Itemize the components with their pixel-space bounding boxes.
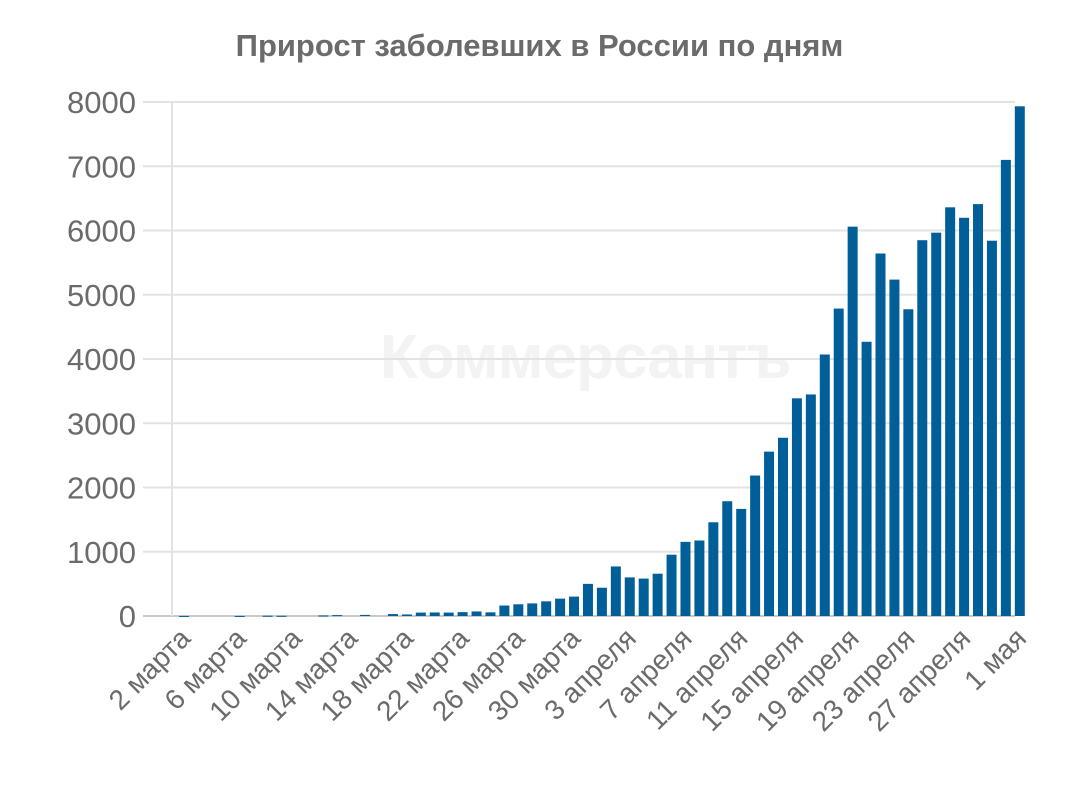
bar: 8 марта: 4 [262, 615, 273, 617]
bar: 28 апреля: 6411 [973, 204, 984, 616]
bar: 29 апреля: 5841 [986, 240, 997, 616]
watermark-logo: Коммерсантъ [380, 323, 792, 392]
bar: 27 марта: 196 [527, 603, 538, 616]
bar: 26 апреля: 6361 [945, 207, 956, 616]
bar: 30 апреля: 7099 [1000, 159, 1011, 616]
bar: 24 апреля: 5849 [917, 240, 928, 616]
y-tick-label: 2000 [67, 471, 136, 506]
bar: 29 марта: 270 [555, 598, 566, 616]
y-tick-label: 3000 [67, 406, 136, 441]
bar: 21 марта: 53 [443, 612, 454, 616]
bar: 8 апреля: 1175 [694, 540, 705, 616]
bar: 9 марта: 3 [276, 615, 287, 617]
bar: 12 апреля: 2186 [750, 475, 761, 616]
bar: 18 апреля: 4785 [833, 308, 844, 616]
bar: 14 апреля: 2774 [777, 437, 788, 616]
bar: 1 мая: 7933 [1014, 106, 1025, 616]
y-axis: 0 1000 2000 3000 4000 5000 6000 7000 8000 [67, 85, 136, 634]
bar: 30 марта: 302 [569, 596, 580, 616]
bar: 25 апреля: 5966 [931, 232, 942, 616]
y-tick-label: 8000 [67, 85, 136, 120]
bar: 10 апреля: 1786 [722, 501, 733, 616]
bar: 22 марта: 60 [457, 612, 468, 616]
bar: 7 апреля: 1154 [680, 541, 691, 616]
bar: 18 марта: 24 [401, 614, 412, 616]
y-tick-label: 6000 [67, 214, 136, 249]
bar: 23 марта: 71 [471, 611, 482, 616]
bar: 27 апреля: 6198 [959, 217, 970, 616]
bars: 2 марта: 1 6 марта: 1 8 марта: 49 марта: 3… [179, 106, 1025, 617]
bar: 28 марта: 228 [541, 601, 552, 616]
bar: 9 апреля: 1459 [708, 522, 719, 616]
bar: 23 апреля: 4774 [903, 309, 914, 616]
bar: 26 марта: 182 [513, 604, 524, 616]
y-tick-label: 4000 [67, 342, 136, 377]
bar: 11 апреля: 1667 [736, 508, 747, 616]
bar: 6 апреля: 954 [666, 554, 677, 616]
bar: 15 марта: 17 [360, 614, 371, 616]
bar: 24 марта: 57 [485, 612, 496, 616]
bar: 3 апреля: 601 [624, 577, 635, 616]
bar: 13 марта: 14 [332, 615, 343, 617]
bar: 4 апреля: 582 [638, 578, 649, 616]
y-tick-label: 1000 [67, 535, 136, 570]
x-tick-label: 1 мая [958, 622, 1032, 696]
bar: 1 апреля: 440 [596, 587, 607, 616]
chart-title: Прирост заболевших в России по дням [235, 28, 844, 63]
bar: 12 марта: 8 [318, 615, 329, 617]
bar: 19 апреля: 6060 [847, 226, 858, 616]
bar: 21 апреля: 5642 [875, 253, 886, 616]
bar: 2 апреля: 771 [610, 566, 621, 616]
bar: 17 марта: 30 [387, 614, 398, 616]
bar: 13 апреля: 2558 [764, 451, 775, 616]
bar: 15 апреля: 3388 [791, 398, 802, 616]
bar: 17 апреля: 4070 [819, 354, 830, 616]
bar: 16 апреля: 3448 [805, 394, 816, 616]
bar: 2 марта: 1 [179, 615, 189, 617]
bar: 19 марта: 53 [415, 612, 426, 616]
bar: 6 марта: 1 [234, 615, 245, 617]
bar: 5 апреля: 658 [652, 573, 663, 616]
bar: 31 марта: 500 [582, 583, 593, 616]
bar: 20 апреля: 4268 [861, 341, 872, 616]
bar: 20 марта: 55 [429, 612, 440, 616]
y-tick-label: 7000 [67, 149, 136, 184]
y-tick-label: 0 [119, 599, 136, 634]
y-tick-label: 5000 [67, 278, 136, 313]
bar: 25 марта: 163 [499, 605, 510, 616]
bar: 22 апреля: 5236 [889, 279, 900, 616]
